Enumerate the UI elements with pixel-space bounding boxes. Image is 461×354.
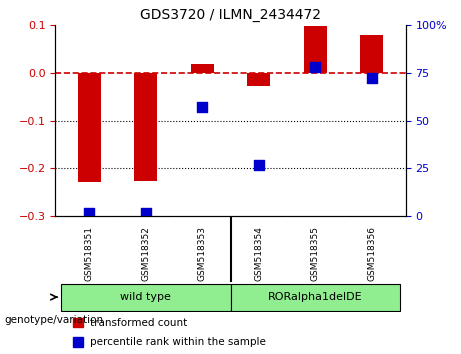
- Title: GDS3720 / ILMN_2434472: GDS3720 / ILMN_2434472: [140, 8, 321, 22]
- Point: [86, 210, 93, 215]
- Bar: [361, 35, 383, 73]
- Bar: [191, 64, 213, 73]
- FancyBboxPatch shape: [61, 284, 230, 311]
- Text: GSM518354: GSM518354: [254, 226, 263, 281]
- Text: GSM518353: GSM518353: [198, 226, 207, 281]
- Bar: [248, 73, 270, 86]
- Bar: [78, 73, 100, 182]
- FancyBboxPatch shape: [230, 284, 400, 311]
- Point: [199, 104, 206, 110]
- Text: wild type: wild type: [120, 292, 171, 302]
- Text: GSM518351: GSM518351: [85, 226, 94, 281]
- Text: GSM518355: GSM518355: [311, 226, 320, 281]
- Text: genotype/variation: genotype/variation: [5, 315, 104, 325]
- Text: transformed count: transformed count: [90, 318, 188, 328]
- Point: [312, 64, 319, 70]
- Text: GSM518352: GSM518352: [141, 226, 150, 281]
- Point: [255, 162, 262, 167]
- Text: percentile rank within the sample: percentile rank within the sample: [90, 337, 266, 347]
- Bar: [73, 318, 83, 327]
- Point: [142, 210, 149, 215]
- Text: RORalpha1delDE: RORalpha1delDE: [268, 292, 363, 302]
- Bar: [304, 26, 326, 73]
- Point: [368, 76, 375, 81]
- Bar: [135, 73, 157, 181]
- Bar: [73, 337, 83, 347]
- Text: GSM518356: GSM518356: [367, 226, 376, 281]
